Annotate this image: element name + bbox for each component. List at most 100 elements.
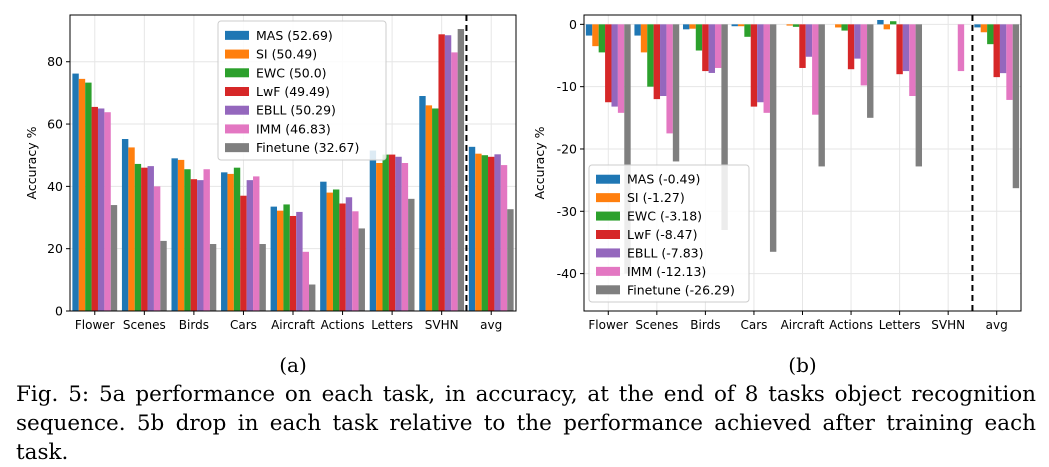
legend-swatch [596, 230, 620, 239]
bar-lwf-scenes [141, 167, 148, 311]
bar-lwf-actions [339, 203, 346, 311]
bar-ewc-avg [987, 24, 994, 45]
legend-swatch [225, 49, 249, 59]
bar-mas-flower [72, 73, 79, 311]
bar-imm-cars [253, 176, 260, 311]
legend-swatch [225, 105, 249, 115]
legend-entry: IMM (46.83) [256, 121, 331, 136]
legend-entry: Finetune (32.67) [256, 140, 359, 155]
bar-mas-actions [320, 181, 327, 311]
bar-finetune-letters [915, 24, 923, 167]
y-tick-label: -40 [557, 266, 577, 281]
bar-mas-birds [682, 24, 690, 30]
bar-ewc-svhn [432, 108, 439, 311]
x-tick-label: Letters [879, 318, 921, 332]
y-tick-label: 0 [55, 304, 63, 319]
legend-swatch [225, 30, 249, 40]
x-tick-label: Cars [230, 318, 257, 332]
caption-label: Fig. 5: [16, 382, 90, 407]
legend-swatch [225, 87, 249, 96]
bar-finetune-cars [769, 24, 777, 252]
y-tick-label: -10 [557, 79, 577, 94]
bar-si-scenes [640, 24, 648, 53]
panel-label: (b) [788, 353, 816, 377]
y-axis-label: Accuracy % [532, 126, 547, 199]
legend-swatch [225, 68, 249, 78]
x-tick-label: Cars [740, 318, 767, 332]
legend: MAS (52.69) SI (50.49) EWC (50.0) LwF (49.4… [217, 20, 387, 161]
bar-lwf-actions [847, 24, 855, 70]
bar-finetune-letters [408, 198, 415, 311]
x-tick-label: Scenes [123, 318, 166, 332]
legend-frame [588, 164, 750, 303]
legend: MAS (-0.49) SI (-1.27) EWC (-3.18) LwF (-8.… [588, 164, 750, 303]
bar-imm-flower [617, 24, 625, 113]
bar-ewc-aircraft [283, 204, 290, 311]
bar-imm-aircraft [302, 251, 309, 311]
bar-ewc-actions [332, 189, 340, 311]
bar-ewc-flower [85, 82, 92, 311]
bar-ebll-avg [494, 154, 501, 311]
legend-swatch [596, 248, 620, 258]
y-tick-label: -20 [557, 141, 577, 156]
legend-frame [217, 20, 387, 161]
bar-mas-aircraft [270, 206, 277, 311]
legend-swatch [596, 193, 620, 203]
legend-entry: MAS (-0.49) [627, 172, 700, 187]
bar-si-actions [835, 24, 842, 28]
figure-caption: Fig. 5: 5a performance on each task, in … [16, 380, 1036, 467]
bar-si-birds [177, 159, 185, 311]
bar-imm-avg [500, 165, 508, 311]
bar-mas-avg [974, 24, 981, 28]
bar-finetune-actions [867, 24, 874, 118]
legend-entry: LwF (-8.47) [627, 227, 697, 242]
bar-si-cars [737, 24, 745, 27]
bar-ebll-scenes [147, 166, 154, 311]
bar-lwf-birds [702, 24, 709, 72]
bar-imm-flower [104, 112, 111, 311]
x-tick-label: Actions [321, 318, 365, 332]
bar-ebll-svhn [444, 35, 452, 312]
legend-swatch [596, 211, 620, 221]
legend-swatch [596, 266, 620, 276]
bar-ewc-birds [184, 169, 191, 311]
x-tick-label: avg [480, 318, 502, 332]
bar-ebll-flower [611, 24, 618, 107]
legend-entry: EWC (50.0) [256, 65, 327, 80]
bar-ebll-letters [902, 24, 910, 72]
bar-lwf-aircraft [799, 24, 806, 68]
bar-mas-letters [877, 19, 884, 25]
bar-lwf-cars [240, 195, 247, 311]
bar-ebll-scenes [660, 24, 667, 97]
legend-swatch [225, 124, 249, 134]
bar-ebll-actions [854, 24, 861, 59]
legend-entry: MAS (52.69) [256, 28, 333, 43]
bar-lwf-avg [993, 24, 1000, 78]
bar-mas-scenes [634, 24, 641, 36]
bar-mas-scenes [121, 139, 129, 311]
bar-lwf-scenes [653, 24, 661, 100]
bar-imm-birds [714, 24, 722, 68]
bar-mas-flower [585, 24, 593, 36]
bar-ewc-cars [744, 24, 751, 37]
bar-lwf-svhn [438, 34, 445, 311]
bar-si-flower [78, 78, 86, 311]
bar-finetune-aircraft [818, 24, 825, 167]
bar-si-svhn [425, 105, 433, 311]
y-tick-label: 40 [47, 179, 63, 194]
legend-swatch [596, 174, 620, 184]
bar-si-letters [376, 163, 383, 311]
x-tick-label: Actions [829, 318, 873, 332]
bar-mas-avg [468, 146, 476, 311]
bar-mas-cars [731, 24, 738, 27]
bar-imm-scenes [666, 24, 673, 134]
bar-ewc-avg [481, 155, 489, 311]
bar-imm-birds [203, 169, 210, 311]
bar-finetune-flower [110, 205, 118, 311]
bar-imm-aircraft [812, 24, 819, 115]
bar-lwf-aircraft [289, 215, 297, 311]
legend-entry: Finetune (-26.29) [627, 282, 735, 297]
legend-entry: EBLL (-7.83) [627, 245, 703, 260]
legend-entry: EWC (-3.18) [627, 209, 702, 224]
bar-finetune-scenes [672, 24, 680, 162]
